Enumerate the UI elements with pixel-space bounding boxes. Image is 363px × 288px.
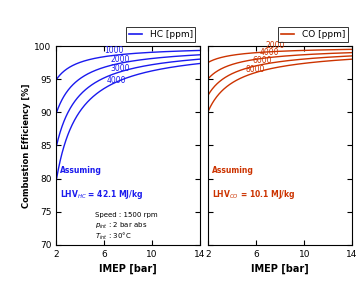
X-axis label: IMEP [bar]: IMEP [bar] <box>252 264 309 274</box>
Text: LHV$_{HC}$ = 42.1 MJ/kg: LHV$_{HC}$ = 42.1 MJ/kg <box>60 189 143 202</box>
Y-axis label: Combustion Efficiency [%]: Combustion Efficiency [%] <box>23 83 31 208</box>
Text: 4000: 4000 <box>260 48 280 57</box>
Text: 4000: 4000 <box>106 76 126 85</box>
Text: Speed : 1500 rpm: Speed : 1500 rpm <box>95 212 157 218</box>
Text: 3000: 3000 <box>110 64 130 73</box>
Text: 1000: 1000 <box>104 46 123 55</box>
Text: $T_{int}$ : 30°C: $T_{int}$ : 30°C <box>95 231 131 242</box>
Text: 2000: 2000 <box>266 41 285 50</box>
Text: Assuming: Assuming <box>60 166 102 175</box>
Text: $p_{int}$ : 2 bar abs: $p_{int}$ : 2 bar abs <box>95 221 147 231</box>
Text: 8000: 8000 <box>246 65 265 74</box>
Text: Assuming: Assuming <box>212 166 254 175</box>
Legend: HC [ppm]: HC [ppm] <box>126 27 195 41</box>
X-axis label: IMEP [bar]: IMEP [bar] <box>99 264 157 274</box>
Text: LHV$_{CO}$ = 10.1 MJ/kg: LHV$_{CO}$ = 10.1 MJ/kg <box>212 189 296 202</box>
Text: 2000: 2000 <box>110 55 130 64</box>
Text: 6000: 6000 <box>253 56 272 65</box>
Legend: CO [ppm]: CO [ppm] <box>278 27 348 41</box>
